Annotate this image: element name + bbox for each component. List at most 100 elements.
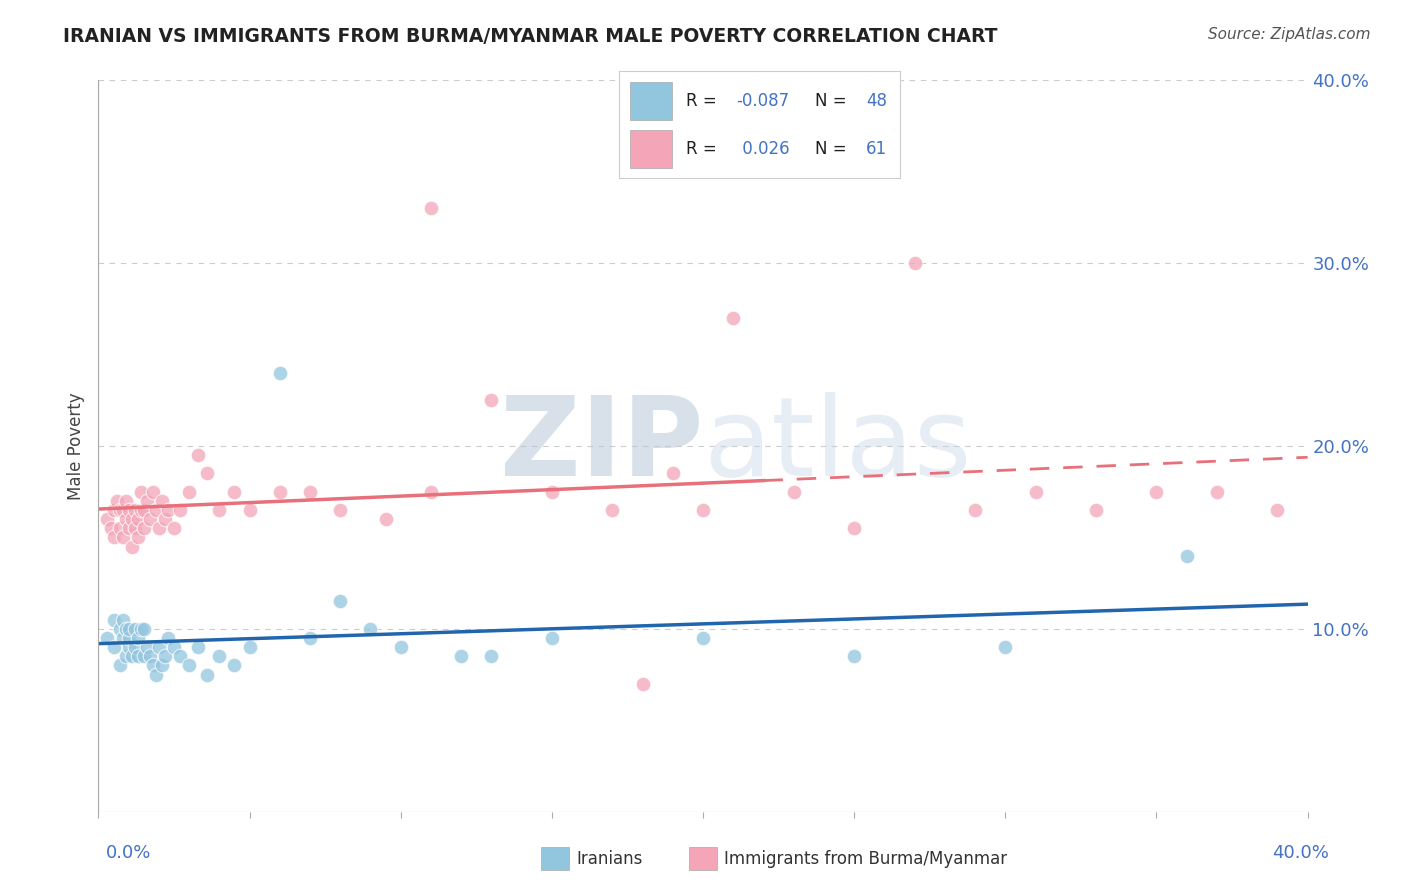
Point: [108, 622, 131, 636]
Point: [187, 640, 209, 655]
FancyBboxPatch shape: [630, 82, 672, 120]
Point: [329, 594, 352, 608]
Point: [108, 503, 131, 517]
Point: [124, 640, 146, 655]
Point: [108, 521, 131, 535]
Point: [139, 512, 162, 526]
Point: [108, 658, 131, 673]
Point: [135, 494, 157, 508]
Text: Immigrants from Burma/Myanmar: Immigrants from Burma/Myanmar: [724, 850, 1007, 868]
Point: [450, 649, 472, 664]
Point: [374, 512, 396, 526]
Point: [156, 631, 179, 645]
Point: [360, 622, 382, 636]
Point: [145, 667, 167, 681]
Point: [481, 393, 503, 408]
Text: atlas: atlas: [703, 392, 972, 500]
Text: Iranians: Iranians: [576, 850, 643, 868]
Point: [153, 649, 176, 664]
Point: [420, 201, 443, 215]
Point: [1206, 484, 1229, 499]
Point: [96, 631, 118, 645]
Point: [121, 540, 143, 554]
Point: [723, 310, 745, 325]
Point: [692, 631, 714, 645]
Point: [540, 484, 562, 499]
Text: 40.0%: 40.0%: [1272, 844, 1329, 862]
Point: [269, 484, 291, 499]
Point: [114, 622, 136, 636]
Point: [239, 640, 262, 655]
Point: [631, 676, 654, 690]
Point: [994, 640, 1017, 655]
Point: [118, 622, 141, 636]
Point: [299, 631, 322, 645]
Point: [103, 613, 125, 627]
Text: 0.0%: 0.0%: [105, 844, 150, 862]
Y-axis label: Male Poverty: Male Poverty: [67, 392, 86, 500]
Point: [105, 494, 128, 508]
Point: [132, 649, 155, 664]
Point: [148, 640, 170, 655]
Text: N =: N =: [815, 93, 852, 111]
Point: [127, 512, 149, 526]
Point: [661, 467, 683, 481]
Point: [118, 503, 141, 517]
Point: [224, 658, 246, 673]
Point: [127, 530, 149, 544]
Point: [169, 649, 191, 664]
Point: [692, 503, 714, 517]
Point: [150, 494, 173, 508]
Point: [1175, 549, 1198, 563]
Point: [1085, 503, 1108, 517]
Point: [965, 503, 987, 517]
Point: [132, 622, 155, 636]
Point: [156, 503, 179, 517]
Point: [114, 512, 136, 526]
Point: [142, 484, 165, 499]
Point: [269, 366, 291, 380]
Point: [420, 484, 443, 499]
Point: [124, 622, 146, 636]
Text: N =: N =: [815, 141, 852, 159]
Point: [114, 649, 136, 664]
Point: [844, 649, 866, 664]
Text: 48: 48: [866, 93, 887, 111]
Point: [844, 521, 866, 535]
Text: IRANIAN VS IMMIGRANTS FROM BURMA/MYANMAR MALE POVERTY CORRELATION CHART: IRANIAN VS IMMIGRANTS FROM BURMA/MYANMAR…: [63, 27, 998, 45]
Point: [239, 503, 262, 517]
Point: [481, 649, 503, 664]
Text: 61: 61: [866, 141, 887, 159]
Point: [142, 658, 165, 673]
Text: R =: R =: [686, 141, 723, 159]
Point: [1267, 503, 1289, 517]
Point: [118, 640, 141, 655]
Point: [132, 503, 155, 517]
Point: [129, 622, 152, 636]
Point: [139, 649, 162, 664]
Point: [163, 521, 186, 535]
Point: [111, 530, 134, 544]
Text: 0.026: 0.026: [737, 141, 789, 159]
Point: [129, 484, 152, 499]
Point: [103, 640, 125, 655]
Point: [127, 649, 149, 664]
Point: [135, 640, 157, 655]
Point: [208, 503, 231, 517]
Point: [111, 613, 134, 627]
Point: [124, 521, 146, 535]
Point: [329, 503, 352, 517]
Point: [118, 631, 141, 645]
Point: [103, 503, 125, 517]
Point: [150, 658, 173, 673]
Point: [111, 503, 134, 517]
Point: [195, 667, 218, 681]
Point: [1144, 484, 1167, 499]
Point: [103, 530, 125, 544]
Point: [179, 484, 201, 499]
Point: [114, 494, 136, 508]
Point: [148, 521, 170, 535]
Point: [129, 503, 152, 517]
Text: -0.087: -0.087: [737, 93, 790, 111]
Point: [96, 512, 118, 526]
